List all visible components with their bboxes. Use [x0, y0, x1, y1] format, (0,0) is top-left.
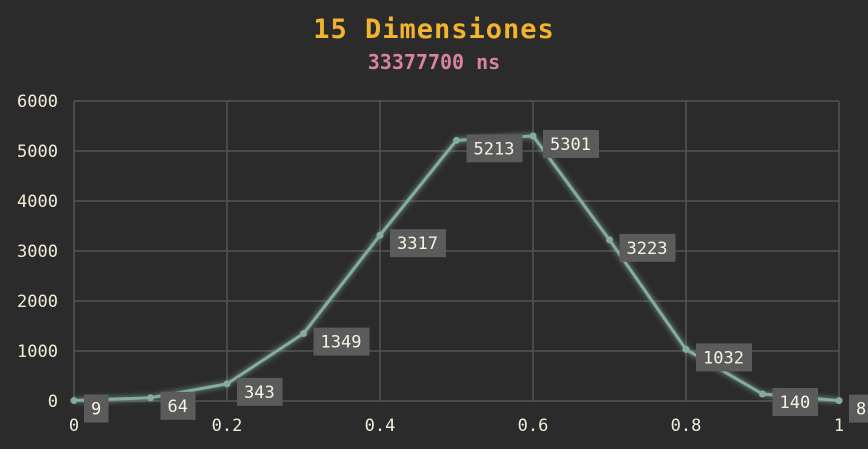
data-label: 8 — [849, 394, 868, 423]
data-label: 9 — [84, 394, 109, 423]
data-label-box — [772, 388, 818, 416]
x-tick-label: 0.8 — [671, 416, 702, 436]
x-tick-label: 1 — [834, 416, 844, 436]
data-label: 5301 — [543, 129, 599, 158]
x-tick-label: 0.4 — [365, 416, 396, 436]
y-tick-label: 3000 — [17, 242, 58, 262]
data-point — [147, 394, 154, 402]
y-tick-label: 5000 — [17, 142, 58, 162]
data-label-text: 1349 — [321, 333, 362, 353]
data-label-box — [543, 129, 599, 158]
data-point — [376, 231, 384, 239]
data-label-box — [390, 229, 446, 258]
data-label-box — [237, 377, 283, 406]
data-label-text: 3223 — [627, 239, 668, 259]
data-point — [529, 132, 537, 140]
data-label: 1349 — [313, 327, 370, 356]
chart-subtitle: 33377700 ns — [367, 50, 501, 74]
data-label-text: 8 — [856, 400, 866, 420]
data-label: 343 — [237, 377, 283, 406]
data-label: 3223 — [619, 233, 676, 262]
data-label-text: 64 — [168, 397, 188, 417]
y-tick-label: 6000 — [17, 92, 58, 112]
data-point — [835, 397, 843, 405]
y-tick-label: 1000 — [17, 342, 58, 362]
data-label-box — [313, 327, 370, 356]
data-label-text: 5301 — [550, 135, 591, 155]
data-label: 5213 — [466, 134, 523, 163]
x-tick-label: 0 — [69, 416, 79, 436]
data-label: 140 — [772, 388, 818, 416]
chart-title: 15 Dimensiones — [313, 14, 555, 45]
y-tick-label: 4000 — [17, 192, 58, 212]
data-label: 64 — [160, 391, 196, 420]
y-tick-label: 0 — [48, 392, 58, 412]
x-tick-label: 0.6 — [518, 416, 549, 436]
data-point — [70, 397, 78, 405]
data-label-text: 5213 — [474, 139, 515, 159]
data-label-box — [696, 343, 752, 372]
data-point — [300, 330, 307, 338]
data-label-box — [466, 134, 523, 163]
data-label-text: 1032 — [703, 348, 744, 368]
data-point — [682, 345, 690, 353]
data-label-text: 343 — [244, 383, 275, 403]
data-point — [759, 390, 766, 398]
data-point — [453, 136, 460, 144]
data-label-box — [619, 233, 676, 262]
data-label-text: 140 — [780, 393, 811, 413]
data-point — [223, 380, 231, 388]
data-label: 3317 — [390, 229, 446, 258]
data-label-box — [160, 391, 196, 420]
data-label-box — [84, 394, 109, 423]
x-tick-label: 0.2 — [212, 416, 243, 436]
data-label-text: 3317 — [397, 234, 438, 254]
data-label-box — [849, 394, 868, 423]
y-tick-label: 2000 — [17, 292, 58, 312]
data-point — [606, 236, 613, 244]
data-label-text: 9 — [91, 400, 101, 420]
data-label: 1032 — [696, 343, 752, 372]
